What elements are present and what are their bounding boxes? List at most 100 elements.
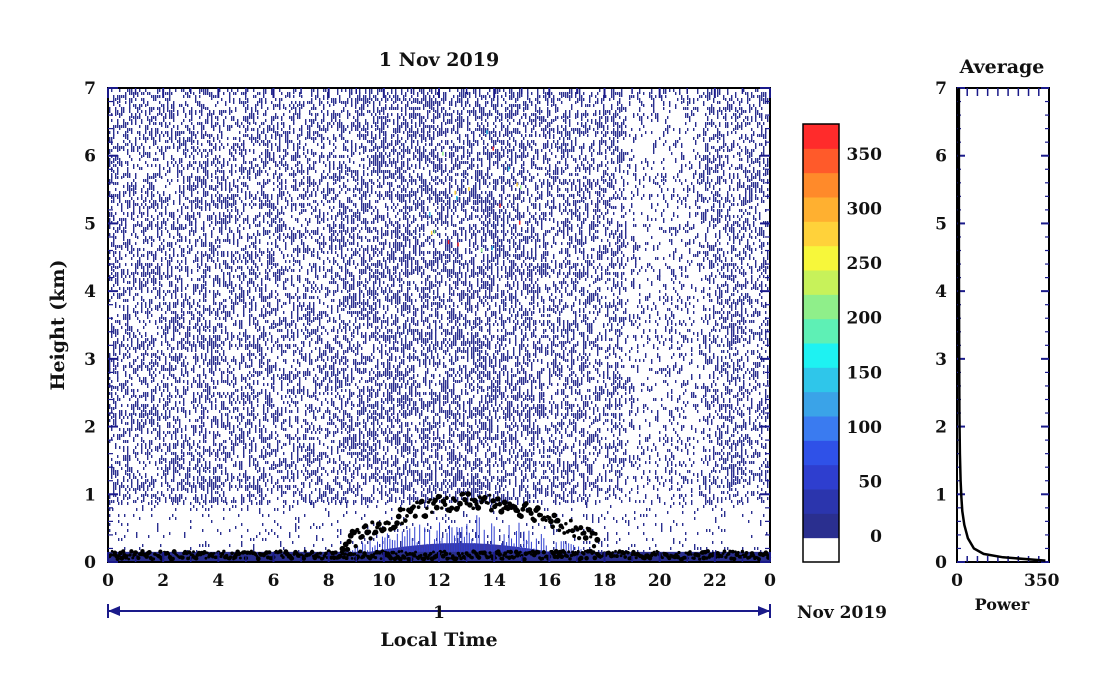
noise-speckle (515, 98, 517, 103)
noise-speckle (525, 185, 527, 188)
noise-speckle (269, 140, 271, 143)
noise-speckle (753, 167, 755, 170)
noise-speckle (463, 92, 465, 95)
noise-speckle (763, 134, 765, 139)
noise-speckle (613, 122, 615, 127)
noise-speckle (383, 161, 385, 164)
noise-speckle (271, 89, 273, 92)
noise-speckle (711, 167, 713, 170)
noise-speckle (511, 152, 513, 157)
noise-speckle (133, 116, 135, 119)
noise-speckle (729, 149, 731, 152)
noise-speckle (517, 92, 519, 95)
noise-speckle (409, 197, 411, 202)
noise-speckle (425, 125, 427, 128)
noise-speckle (201, 113, 203, 116)
noise-speckle (297, 161, 299, 166)
noise-speckle (487, 116, 489, 119)
noise-speckle (415, 179, 417, 182)
noise-speckle (363, 209, 365, 214)
noise-speckle (245, 92, 247, 97)
noise-speckle (225, 188, 227, 191)
noise-speckle (261, 140, 263, 143)
noise-speckle (299, 146, 301, 149)
noise-speckle (171, 215, 173, 218)
noise-speckle (525, 113, 527, 116)
noise-speckle (333, 206, 335, 209)
noise-speckle (215, 203, 217, 208)
noise-speckle (307, 125, 309, 130)
noise-speckle (367, 125, 369, 130)
noise-speckle (433, 131, 435, 134)
noise-speckle (239, 167, 241, 172)
noise-speckle (171, 131, 173, 134)
noise-speckle (147, 176, 149, 179)
noise-speckle (623, 155, 625, 160)
noise-speckle (441, 167, 443, 170)
noise-speckle (427, 131, 429, 134)
noise-speckle (415, 122, 417, 125)
noise-speckle (735, 116, 737, 119)
noise-speckle (443, 146, 445, 149)
noise-speckle (313, 137, 315, 140)
noise-speckle (743, 89, 745, 92)
noise-speckle (355, 203, 357, 208)
noise-speckle (115, 194, 117, 197)
noise-speckle (609, 146, 611, 151)
noise-speckle (163, 107, 165, 110)
noise-speckle (189, 179, 191, 182)
noise-speckle (435, 116, 437, 119)
noise-speckle (497, 95, 499, 100)
noise-speckle (603, 134, 605, 137)
noise-speckle (113, 200, 115, 203)
noise-speckle (259, 98, 261, 103)
noise-speckle (275, 134, 277, 137)
noise-speckle (227, 125, 229, 128)
noise-speckle (249, 137, 251, 140)
noise-speckle (305, 194, 307, 197)
noise-speckle (161, 152, 163, 155)
noise-speckle (243, 146, 245, 151)
noise-speckle (511, 107, 513, 112)
noise-speckle (579, 179, 581, 182)
noise-speckle (273, 176, 275, 179)
noise-speckle (561, 134, 563, 137)
noise-speckle (635, 137, 637, 140)
noise-speckle (625, 134, 627, 137)
noise-speckle (315, 116, 317, 121)
noise-speckle (287, 152, 289, 155)
noise-speckle (417, 98, 419, 101)
noise-speckle (531, 161, 533, 164)
noise-speckle (249, 194, 251, 199)
noise-speckle (127, 128, 129, 133)
noise-speckle (715, 149, 717, 152)
noise-speckle (613, 137, 615, 142)
noise-speckle (347, 98, 349, 101)
noise-speckle (515, 113, 517, 116)
noise-speckle (333, 176, 335, 181)
noise-speckle (371, 170, 373, 173)
noise-speckle (377, 158, 379, 161)
noise-speckle (249, 203, 251, 206)
noise-speckle (301, 167, 303, 170)
noise-speckle (519, 155, 521, 158)
noise-speckle (553, 134, 555, 139)
noise-speckle (323, 215, 325, 218)
noise-speckle (595, 101, 597, 104)
noise-speckle (363, 179, 365, 182)
noise-speckle (267, 197, 269, 202)
noise-speckle (451, 194, 453, 197)
noise-speckle (597, 131, 599, 134)
noise-speckle (411, 182, 413, 185)
noise-speckle (409, 107, 411, 110)
noise-speckle (491, 155, 493, 158)
noise-speckle (607, 182, 609, 187)
noise-speckle (503, 140, 505, 145)
noise-speckle (229, 158, 231, 161)
noise-speckle (451, 101, 453, 106)
noise-speckle (285, 179, 287, 184)
noise-speckle (317, 215, 319, 220)
noise-speckle (451, 170, 453, 173)
noise-speckle (369, 101, 371, 104)
noise-speckle (717, 149, 719, 152)
